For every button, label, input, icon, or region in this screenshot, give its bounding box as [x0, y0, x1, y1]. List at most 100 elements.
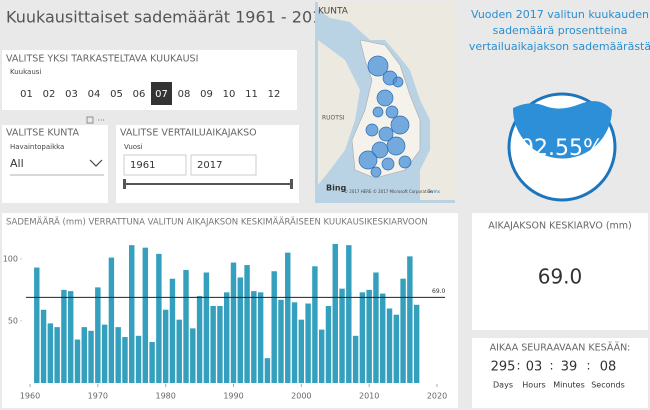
slicer-title: VALITSE VERTAILUAIKAJAKSO: [120, 128, 257, 139]
bar: [380, 293, 386, 383]
dropdown-value[interactable]: All: [10, 157, 24, 170]
bar: [298, 319, 305, 383]
chart-title: SADEMÄÄRÄ (mm) VERRATTUNA VALITUN AIKAJA…: [6, 217, 428, 228]
countdown-unit: Seconds: [591, 381, 625, 390]
bar: [122, 337, 128, 383]
bar: [108, 257, 115, 383]
x-tick-label: 1990: [223, 392, 243, 401]
bar: [142, 247, 149, 383]
y-tick-label: 100: [3, 254, 18, 263]
x-tick-label: 1980: [155, 392, 175, 401]
caption-line: vertailuaikajakson sademäärästä: [469, 40, 650, 53]
countdown-card: [472, 338, 648, 408]
range-handle[interactable]: [290, 179, 293, 189]
bar: [386, 308, 393, 383]
card-value: 69.0: [538, 265, 583, 289]
bar: [203, 272, 210, 383]
bar: [407, 256, 413, 383]
bar: [352, 335, 359, 383]
range-handle[interactable]: [123, 179, 126, 189]
bar: [196, 296, 203, 383]
month-button[interactable]: 05: [110, 89, 123, 100]
map-bubbles: [358, 55, 412, 178]
month-button[interactable]: 03: [65, 89, 78, 100]
page-title: Kuukausittaiset sademäärät 1961 - 2017: [6, 8, 332, 27]
bar: [129, 245, 135, 383]
bar: [305, 303, 311, 383]
bar: [359, 292, 366, 383]
more-icon[interactable]: ⋯: [97, 116, 105, 125]
month-selected[interactable]: [151, 82, 172, 105]
bar: [264, 358, 271, 383]
bar: [74, 339, 81, 383]
bar: [34, 267, 40, 383]
bar: [47, 323, 54, 383]
bar: [54, 327, 60, 383]
month-button[interactable]: 11: [245, 89, 258, 100]
bar: [115, 327, 121, 383]
map-credits: © 2017 HERE © 2017 Microsoft Corporation: [344, 189, 433, 194]
x-tick-label: 2020: [427, 392, 447, 401]
month-button[interactable]: 12: [268, 89, 281, 100]
countdown-unit: Hours: [522, 381, 545, 390]
map-land: [318, 40, 360, 185]
bar: [325, 306, 332, 383]
month-button[interactable]: 02: [43, 89, 56, 100]
focus-icon[interactable]: [86, 116, 94, 124]
bar: [183, 270, 189, 383]
countdown-unit: Minutes: [553, 381, 585, 390]
map-terms[interactable]: Terms: [427, 189, 440, 194]
start-value[interactable]: 1961: [130, 160, 155, 171]
map-logo: Bing: [326, 184, 347, 193]
reference-label: 69.0: [432, 288, 446, 295]
month-button[interactable]: 01: [20, 89, 33, 100]
bar: [339, 288, 345, 383]
countdown-separator: :: [549, 359, 553, 373]
month-button[interactable]: 09: [200, 89, 213, 100]
bar: [176, 319, 182, 383]
map-land: [318, 2, 455, 200]
slicer-field: Vuosi: [124, 143, 143, 151]
bar: [271, 271, 277, 383]
bar: [162, 309, 169, 383]
bar: [169, 278, 176, 383]
gauge-fill: [512, 101, 612, 159]
x-tick-label: 1970: [88, 392, 108, 401]
bar: [156, 253, 162, 383]
dropdown-chevron[interactable]: [89, 159, 103, 167]
month-button[interactable]: 07: [155, 89, 168, 100]
bar: [135, 335, 142, 383]
month-button[interactable]: 04: [88, 89, 101, 100]
countdown-separator: :: [586, 359, 590, 373]
bar: [217, 306, 223, 383]
month-button[interactable]: 06: [133, 89, 146, 100]
end-value[interactable]: 2017: [197, 160, 222, 171]
month-button[interactable]: 10: [223, 89, 236, 100]
start-input[interactable]: [123, 154, 187, 176]
bar: [95, 287, 101, 383]
bar: [285, 252, 291, 383]
end-input[interactable]: [190, 154, 257, 176]
municipality-slicer: [2, 125, 108, 203]
bar: [149, 342, 155, 383]
countdown-value: 03: [526, 360, 543, 375]
gauge-caption: Vuoden 2017 valitun kuukauden sademäärä p…: [469, 8, 650, 53]
bar: [88, 330, 94, 383]
slicer-field: Havaintopaikka: [10, 143, 64, 151]
bar: [244, 265, 250, 383]
bar: [332, 243, 338, 383]
bar: [346, 245, 352, 383]
bar: [61, 289, 67, 383]
bar: [278, 299, 284, 383]
bar: [67, 291, 74, 383]
month-button[interactable]: 08: [178, 89, 191, 100]
slicer-title: VALITSE KUNTA: [6, 128, 79, 139]
slicer-field: Kuukausi: [10, 68, 41, 76]
bar: [393, 314, 400, 383]
countdown-separator: :: [516, 359, 520, 373]
countdown-title: AIKAA SEURAAVAAN KESÄÄN:: [490, 343, 631, 354]
card-title: AIKAJAKSON KESKIARVO (mm): [488, 221, 631, 232]
countdown-value: 295: [491, 360, 516, 375]
